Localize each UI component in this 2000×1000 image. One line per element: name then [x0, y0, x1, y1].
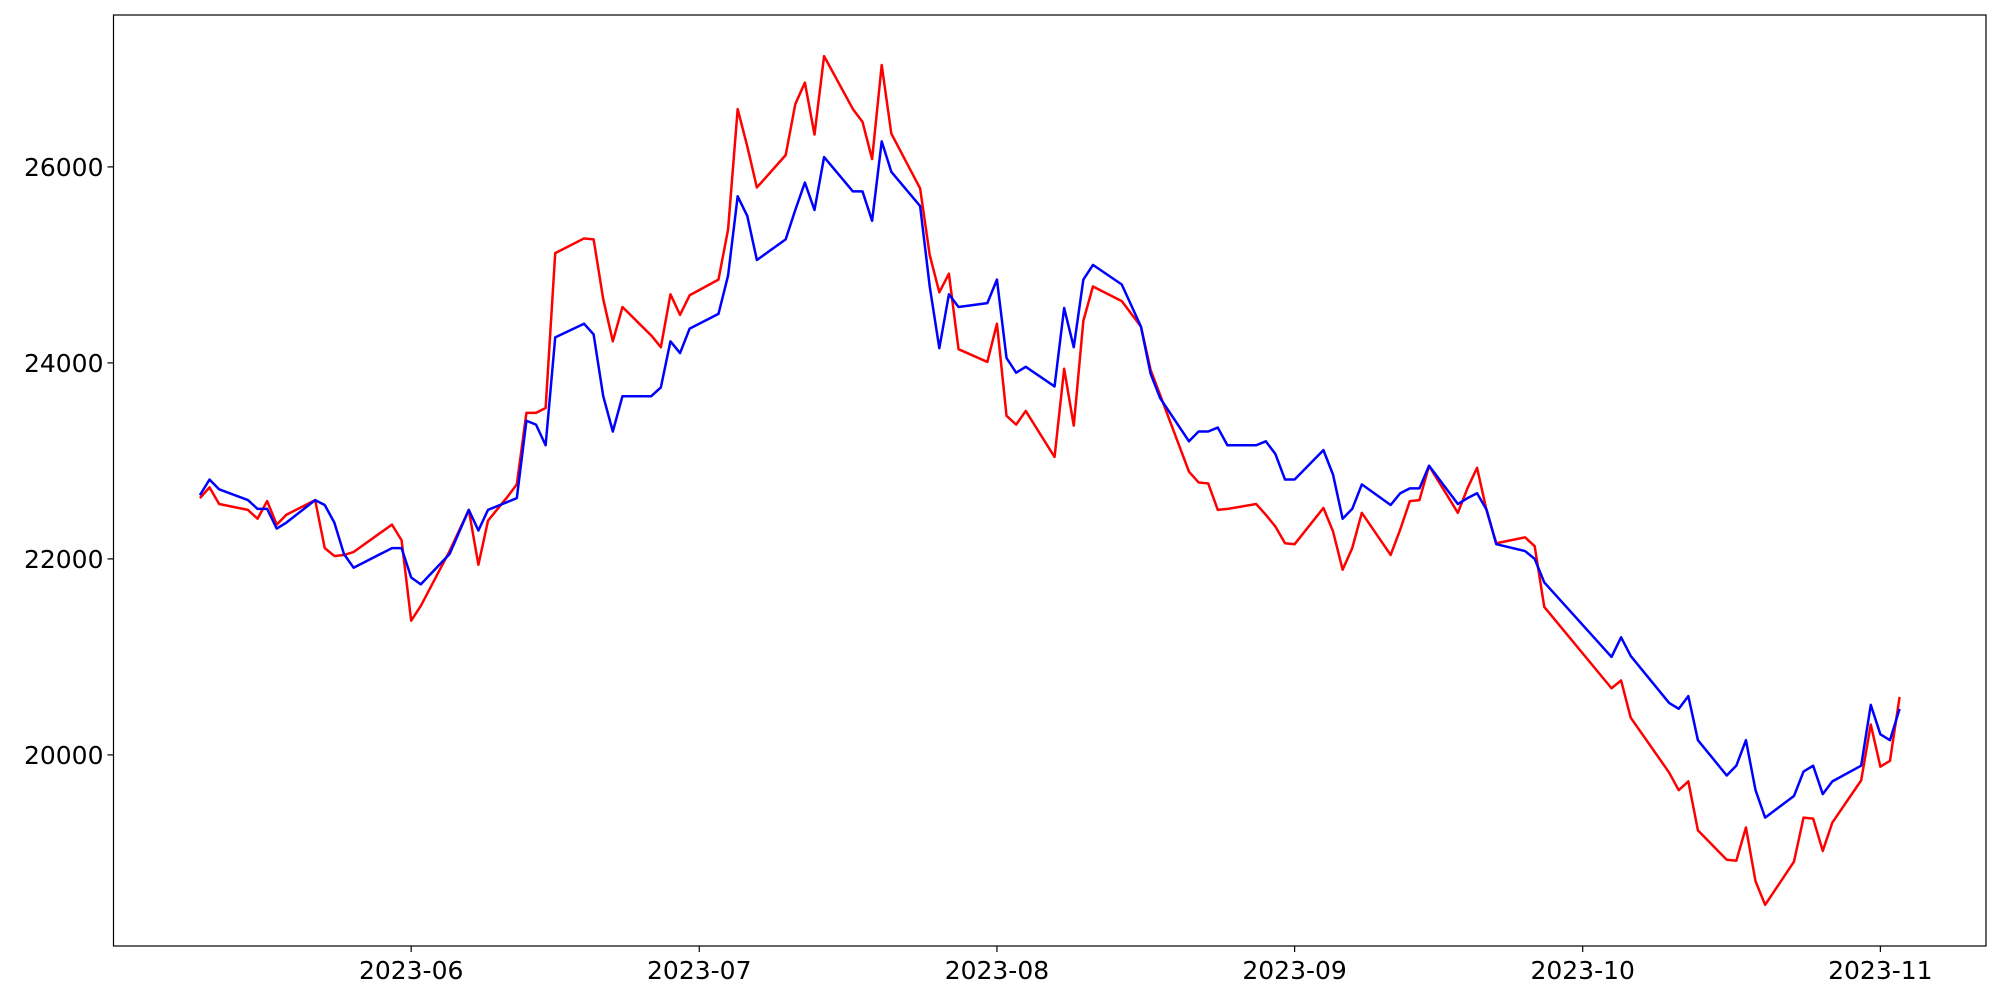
x-tick-label: 2023-10	[1530, 956, 1634, 985]
y-tick-label: 22000	[24, 545, 104, 574]
line-series	[198, 54, 1901, 907]
x-tick-label: 2023-07	[647, 956, 751, 985]
y-tick-label: 26000	[24, 153, 104, 182]
line-series	[198, 140, 1901, 819]
plot-frame	[112, 14, 1987, 947]
x-tick-label: 2023-06	[359, 956, 463, 985]
y-tick-label: 20000	[24, 741, 104, 770]
x-tick-label: 2023-08	[945, 956, 1049, 985]
x-tick-label: 2023-11	[1828, 956, 1932, 985]
y-tick-label: 24000	[24, 349, 104, 378]
x-tick-label: 2023-09	[1242, 956, 1346, 985]
